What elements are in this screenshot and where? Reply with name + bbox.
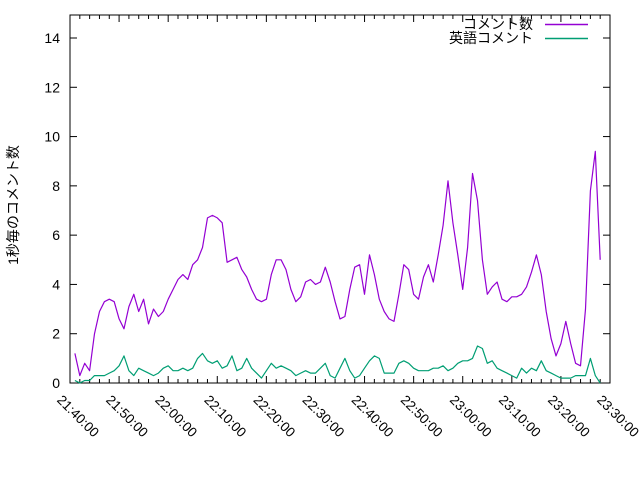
y-tick-label: 4 [52, 276, 60, 292]
x-tick-label: 21:40:00 [54, 392, 102, 440]
x-tick-label: 22:20:00 [250, 392, 298, 440]
y-tick-label: 2 [52, 326, 60, 342]
x-tick-label: 22:30:00 [300, 392, 348, 440]
legend-label: コメント数 [463, 16, 533, 32]
y-tick-label: 6 [52, 227, 60, 243]
y-tick-label: 8 [52, 178, 60, 194]
series-line-0 [74, 150, 601, 377]
y-axis-title: 1秒毎のコメント数 [5, 145, 21, 265]
series-line-1 [74, 345, 601, 384]
x-tick-label: 23:10:00 [496, 392, 544, 440]
x-tick-label: 22:00:00 [152, 392, 200, 440]
x-tick-label: 23:00:00 [447, 392, 495, 440]
y-tick-label: 12 [44, 79, 60, 95]
y-tick-label: 10 [44, 129, 60, 145]
y-tick-label: 0 [52, 375, 60, 391]
x-tick-label: 23:30:00 [594, 392, 640, 440]
x-tick-label: 22:50:00 [398, 392, 446, 440]
x-tick-label: 22:40:00 [349, 392, 397, 440]
y-tick-label: 14 [44, 30, 60, 46]
x-tick-label: 23:20:00 [545, 392, 593, 440]
x-tick-label: 21:50:00 [103, 392, 151, 440]
plot-border [69, 14, 611, 384]
legend-label: 英語コメント [449, 30, 533, 46]
x-tick-label: 22:10:00 [201, 392, 249, 440]
